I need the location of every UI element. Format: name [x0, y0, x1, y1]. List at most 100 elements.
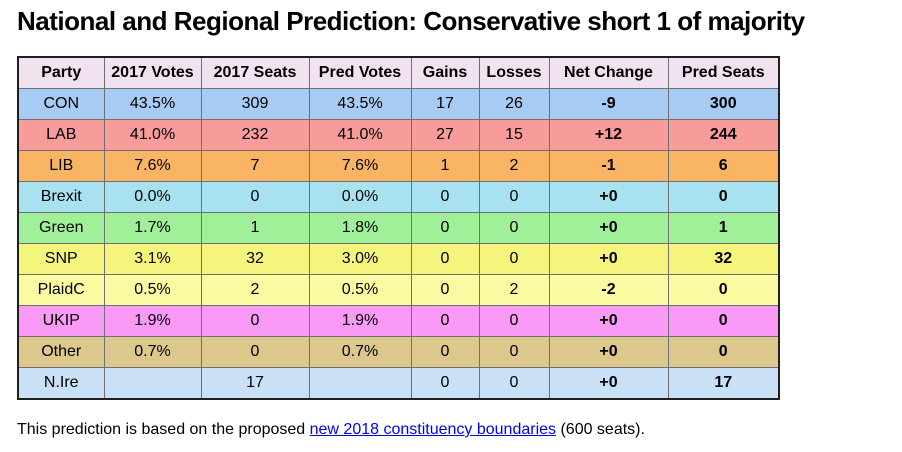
cell-2017-votes: 41.0% — [103, 119, 202, 151]
cell-2017-seats: 2 — [200, 274, 310, 306]
cell-pred-votes: 1.8% — [308, 212, 412, 244]
party-cell: SNP — [17, 243, 105, 275]
cell-gains: 0 — [410, 212, 480, 244]
cell-pred-seats: 17 — [667, 367, 780, 400]
cell-pred-seats: 6 — [667, 150, 780, 182]
cell-net-change: -1 — [548, 150, 669, 182]
prediction-table: Party 2017 Votes 2017 Seats Pred Votes G… — [17, 56, 780, 400]
cell-losses: 0 — [478, 305, 550, 337]
cell-2017-seats: 309 — [200, 88, 310, 120]
cell-gains: 0 — [410, 243, 480, 275]
table-row-lab: LAB 41.0% 232 41.0% 27 15 +12 244 — [17, 119, 780, 151]
cell-gains: 17 — [410, 88, 480, 120]
cell-gains: 0 — [410, 305, 480, 337]
table-row-plaidc: PlaidC 0.5% 2 0.5% 0 2 -2 0 — [17, 274, 780, 306]
cell-pred-votes: 7.6% — [308, 150, 412, 182]
cell-pred-votes: 41.0% — [308, 119, 412, 151]
table-row-lib: LIB 7.6% 7 7.6% 1 2 -1 6 — [17, 150, 780, 182]
party-cell: Green — [17, 212, 105, 244]
table-row-other: Other 0.7% 0 0.7% 0 0 +0 0 — [17, 336, 780, 368]
cell-pred-votes: 0.7% — [308, 336, 412, 368]
cell-gains: 0 — [410, 274, 480, 306]
table-row-brexit: Brexit 0.0% 0 0.0% 0 0 +0 0 — [17, 181, 780, 213]
cell-pred-seats: 32 — [667, 243, 780, 275]
cell-net-change: +0 — [548, 212, 669, 244]
cell-pred-votes: 0.0% — [308, 181, 412, 213]
cell-pred-votes: 3.0% — [308, 243, 412, 275]
party-cell: UKIP — [17, 305, 105, 337]
cell-2017-seats: 232 — [200, 119, 310, 151]
cell-pred-seats: 0 — [667, 181, 780, 213]
cell-net-change: +0 — [548, 367, 669, 400]
page-title: National and Regional Prediction: Conser… — [17, 6, 805, 36]
table-row-snp: SNP 3.1% 32 3.0% 0 0 +0 32 — [17, 243, 780, 275]
cell-pred-seats: 0 — [667, 274, 780, 306]
cell-pred-seats: 244 — [667, 119, 780, 151]
table-row-ukip: UKIP 1.9% 0 1.9% 0 0 +0 0 — [17, 305, 780, 337]
cell-losses: 0 — [478, 181, 550, 213]
column-header-2017-votes: 2017 Votes — [103, 56, 202, 89]
cell-2017-votes: 3.1% — [103, 243, 202, 275]
cell-2017-votes: 7.6% — [103, 150, 202, 182]
cell-2017-seats: 1 — [200, 212, 310, 244]
column-header-party: Party — [17, 56, 105, 89]
cell-gains: 0 — [410, 367, 480, 400]
party-cell: Brexit — [17, 181, 105, 213]
cell-2017-seats: 0 — [200, 305, 310, 337]
cell-2017-seats: 32 — [200, 243, 310, 275]
cell-2017-seats: 0 — [200, 181, 310, 213]
party-cell: N.Ire — [17, 367, 105, 400]
table-row-green: Green 1.7% 1 1.8% 0 0 +0 1 — [17, 212, 780, 244]
cell-gains: 0 — [410, 336, 480, 368]
cell-2017-seats: 0 — [200, 336, 310, 368]
cell-losses: 2 — [478, 150, 550, 182]
cell-net-change: +0 — [548, 336, 669, 368]
cell-2017-votes — [103, 367, 202, 400]
column-header-losses: Losses — [478, 56, 550, 89]
cell-losses: 0 — [478, 212, 550, 244]
cell-net-change: +0 — [548, 243, 669, 275]
footnote-prefix: This prediction is based on the proposed — [17, 421, 310, 438]
header-row: Party 2017 Votes 2017 Seats Pred Votes G… — [17, 56, 780, 89]
cell-losses: 0 — [478, 367, 550, 400]
cell-net-change: -9 — [548, 88, 669, 120]
footnote: This prediction is based on the proposed… — [17, 421, 902, 439]
cell-2017-votes: 0.0% — [103, 181, 202, 213]
cell-losses: 0 — [478, 336, 550, 368]
cell-losses: 0 — [478, 243, 550, 275]
cell-gains: 1 — [410, 150, 480, 182]
table-row-con: CON 43.5% 309 43.5% 17 26 -9 300 — [17, 88, 780, 120]
cell-2017-votes: 0.7% — [103, 336, 202, 368]
cell-pred-votes: 43.5% — [308, 88, 412, 120]
cell-2017-seats: 7 — [200, 150, 310, 182]
boundaries-link[interactable]: new 2018 constituency boundaries — [309, 421, 557, 438]
cell-2017-votes: 0.5% — [103, 274, 202, 306]
cell-pred-votes — [308, 367, 412, 400]
cell-gains: 27 — [410, 119, 480, 151]
cell-2017-seats: 17 — [200, 367, 310, 400]
cell-net-change: +12 — [548, 119, 669, 151]
cell-net-change: +0 — [548, 305, 669, 337]
cell-losses: 15 — [478, 119, 550, 151]
cell-2017-votes: 1.9% — [103, 305, 202, 337]
column-header-gains: Gains — [410, 56, 480, 89]
party-cell: Other — [17, 336, 105, 368]
cell-losses: 26 — [478, 88, 550, 120]
column-header-2017-seats: 2017 Seats — [200, 56, 310, 89]
party-cell: CON — [17, 88, 105, 120]
cell-gains: 0 — [410, 181, 480, 213]
party-cell: LAB — [17, 119, 105, 151]
party-cell: LIB — [17, 150, 105, 182]
cell-net-change: +0 — [548, 181, 669, 213]
cell-pred-seats: 0 — [667, 305, 780, 337]
cell-pred-seats: 300 — [667, 88, 780, 120]
column-header-pred-votes: Pred Votes — [308, 56, 412, 89]
column-header-pred-seats: Pred Seats — [667, 56, 780, 89]
cell-pred-votes: 1.9% — [308, 305, 412, 337]
footnote-suffix: (600 seats). — [556, 421, 645, 438]
cell-2017-votes: 43.5% — [103, 88, 202, 120]
cell-2017-votes: 1.7% — [103, 212, 202, 244]
column-header-net-change: Net Change — [548, 56, 669, 89]
cell-pred-seats: 1 — [667, 212, 780, 244]
